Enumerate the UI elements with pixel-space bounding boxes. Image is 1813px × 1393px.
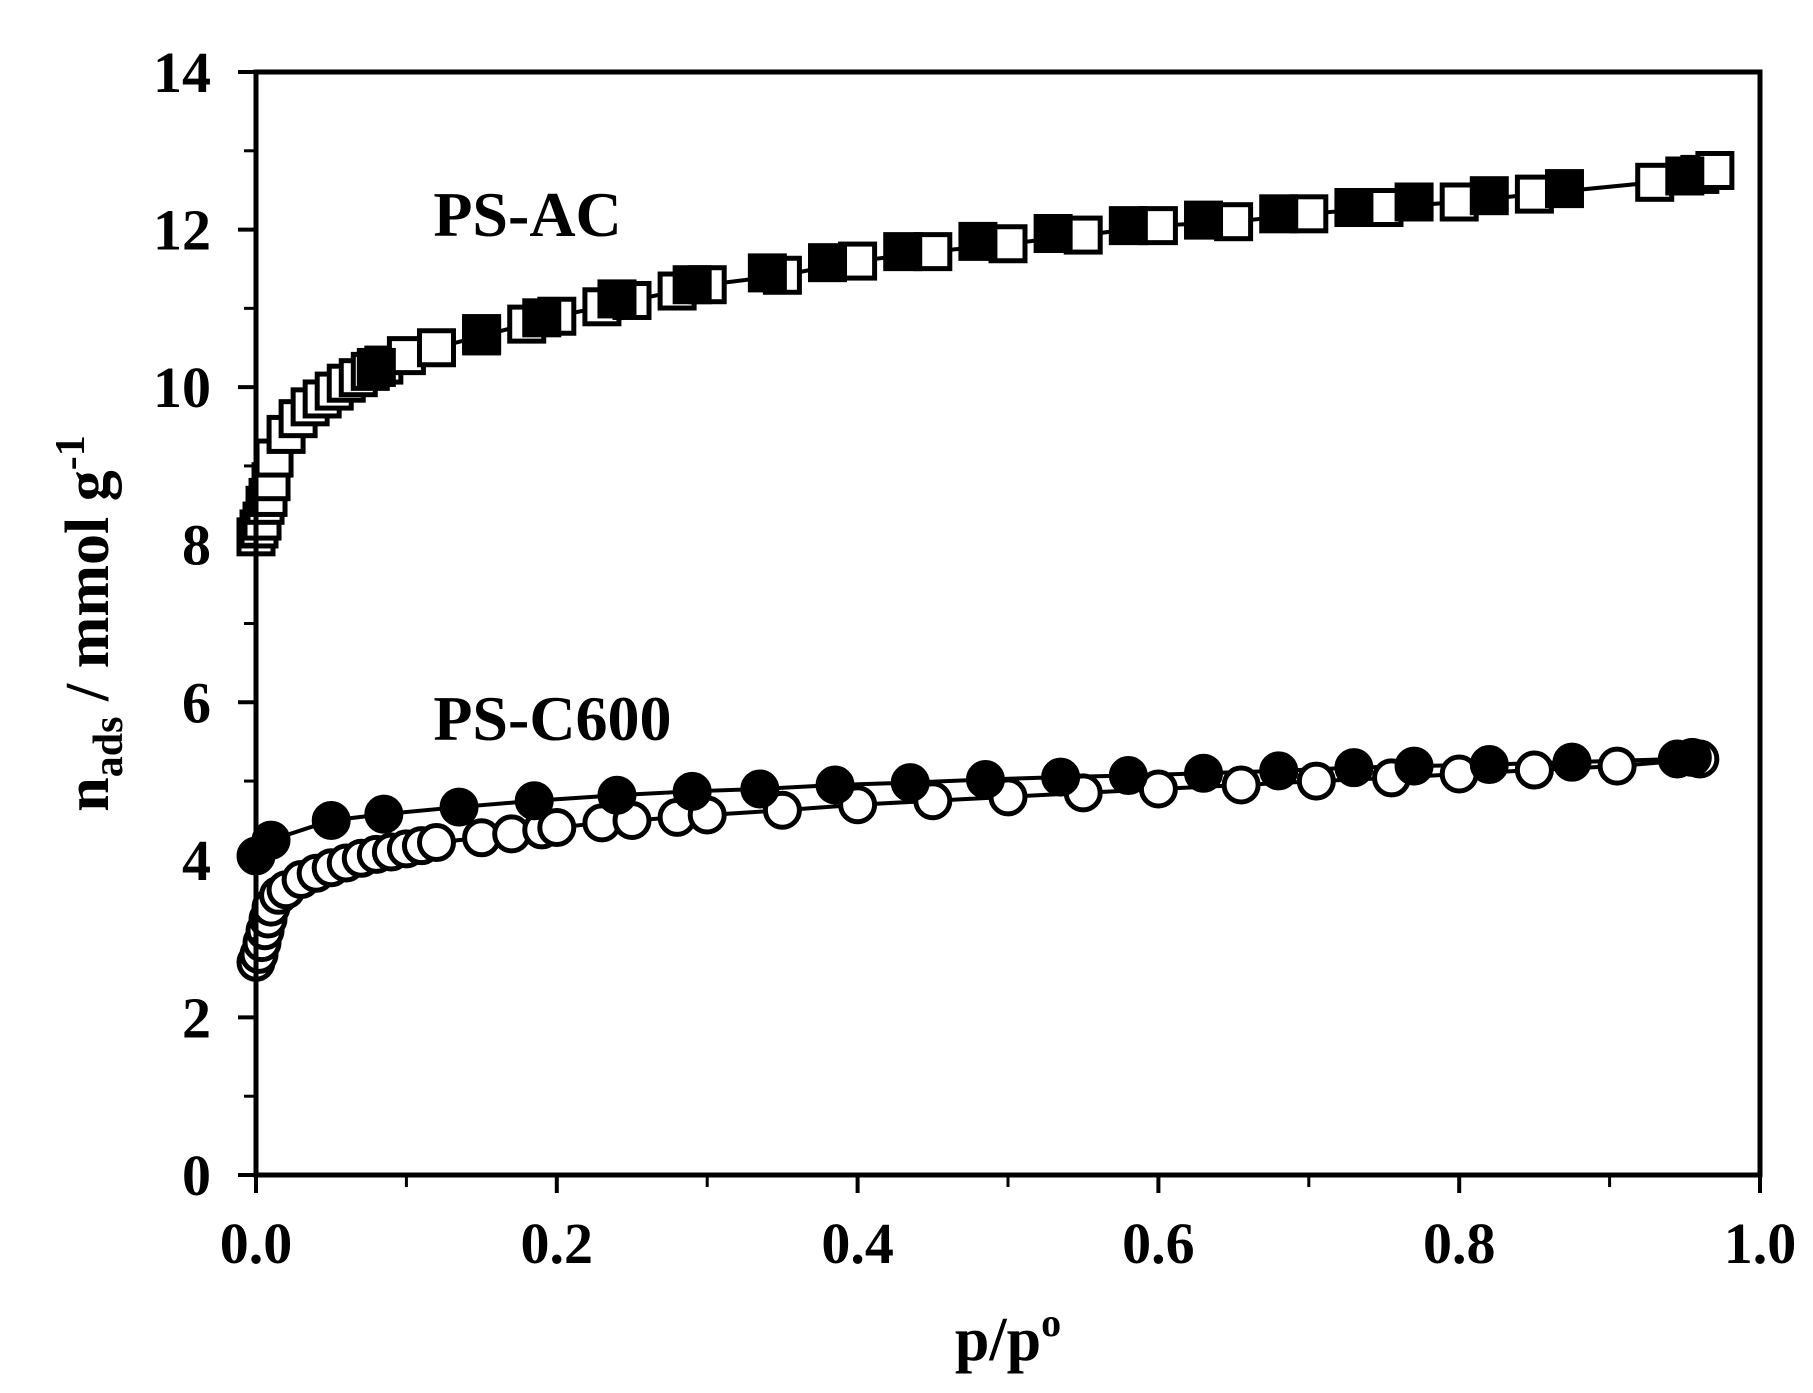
annotation-ps-c600: PS-C600 <box>433 683 671 754</box>
y-tick-label: 8 <box>182 513 211 578</box>
y-axis-title: nads / mmol g-1 <box>48 435 132 811</box>
data-point-circle-filled <box>1041 757 1081 797</box>
data-point-square-filled <box>522 298 562 338</box>
data-point-square-filled <box>1334 188 1374 228</box>
data-point-circle-filled <box>364 794 404 834</box>
data-point-square-filled <box>1033 214 1073 254</box>
y-axis-title-mid: / mmol g <box>54 470 122 716</box>
data-point-circle-filled <box>890 763 930 803</box>
y-tick-label: 10 <box>153 355 211 420</box>
x-tick-label: 0.8 <box>1423 1211 1496 1276</box>
annotation-ps-ac: PS-AC <box>433 179 621 250</box>
data-point-circle-open <box>416 823 456 863</box>
data-point-square-filled <box>1184 200 1224 240</box>
data-point-circle-filled <box>439 787 479 827</box>
y-axis-title-base: n <box>54 777 122 811</box>
data-point-square-filled <box>958 221 998 261</box>
data-point-circle-filled <box>1552 742 1592 782</box>
data-point-square-filled <box>597 279 637 319</box>
data-point-square-filled <box>672 265 712 305</box>
data-point-circle-filled <box>1108 756 1148 796</box>
axes: 0.0 0.2 0.4 0.6 0.8 1.0 0 2 4 6 8 10 12 14 <box>153 40 1796 1276</box>
data-point-square-filled <box>1469 176 1509 216</box>
data-point-square-open <box>416 328 456 368</box>
data-point-circle-filled <box>965 759 1005 799</box>
data-point-square-filled <box>1108 206 1148 246</box>
data-point-circle-filled <box>1334 748 1374 788</box>
data-point-circle-filled <box>597 775 637 815</box>
y-tick-label: 0 <box>182 1143 211 1208</box>
data-point-circle-filled <box>251 820 291 860</box>
data-point-square-filled <box>1665 156 1705 196</box>
data-point-circle-open <box>1296 761 1336 801</box>
data-point-circle-open <box>1221 765 1261 805</box>
data-point-circle-filled <box>1259 751 1299 791</box>
series-markers <box>236 150 1735 982</box>
x-tick-label: 0.6 <box>1122 1211 1195 1276</box>
data-point-circle-filled <box>514 781 554 821</box>
x-tick-label: 0.2 <box>521 1211 594 1276</box>
y-tick-label: 4 <box>182 828 211 893</box>
data-point-circle-open <box>1597 746 1637 786</box>
data-point-square-filled <box>462 314 502 354</box>
data-point-circle-filled <box>1394 746 1434 786</box>
y-tick-label: 6 <box>182 670 211 735</box>
x-axis-title-sup: o <box>1041 1300 1061 1345</box>
data-point-square-filled <box>1259 194 1299 234</box>
data-point-circle-filled <box>1672 737 1712 777</box>
y-axis-title-sup: -1 <box>48 435 94 470</box>
data-point-circle-open <box>1514 750 1554 790</box>
x-axis-title: p/po <box>955 1300 1061 1374</box>
data-point-circle-filled <box>815 765 855 805</box>
data-point-square-filled <box>356 347 396 387</box>
data-point-circle-filled <box>740 769 780 809</box>
data-point-circle-filled <box>311 800 351 840</box>
data-point-square-filled <box>808 243 848 283</box>
x-axis-title-base: p/p <box>955 1306 1041 1374</box>
data-point-square-filled <box>883 232 923 272</box>
y-tick-label: 14 <box>153 40 211 105</box>
x-tick-label: 0.4 <box>821 1211 894 1276</box>
data-point-circle-filled <box>1184 753 1224 793</box>
y-tick-label: 12 <box>153 198 211 263</box>
data-point-circle-filled <box>1469 745 1509 785</box>
y-tick-label: 2 <box>182 985 211 1050</box>
data-point-circle-filled <box>672 771 712 811</box>
y-axis-title-sub: ads <box>86 717 132 778</box>
data-point-square-filled <box>1544 169 1584 209</box>
data-point-square-filled <box>1394 182 1434 222</box>
x-tick-label: 0.0 <box>220 1211 293 1276</box>
data-point-square-filled <box>747 253 787 293</box>
data-point-circle-open <box>537 808 577 848</box>
x-tick-label: 1.0 <box>1724 1211 1797 1276</box>
